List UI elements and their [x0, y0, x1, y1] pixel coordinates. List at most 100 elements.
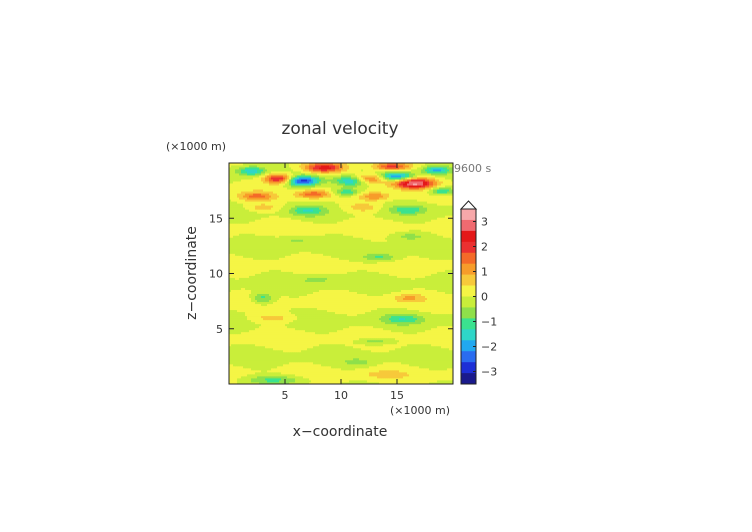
field-cell [333, 319, 336, 323]
field-cell [283, 373, 286, 377]
field-cell [311, 341, 314, 345]
field-cell [245, 343, 248, 347]
field-cell [237, 359, 240, 363]
field-cell [303, 371, 306, 375]
field-cell [383, 359, 386, 363]
field-cell [259, 325, 262, 329]
field-cell [279, 333, 282, 337]
field-cell [405, 367, 408, 371]
field-cell [365, 333, 368, 337]
field-cell [423, 351, 426, 355]
field-cell [319, 321, 322, 325]
field-cell [237, 335, 240, 339]
field-cell [409, 371, 412, 375]
field-cell [235, 377, 238, 381]
field-cell [387, 335, 390, 339]
field-cell [305, 345, 308, 349]
field-cell [367, 365, 370, 369]
field-cell [445, 371, 448, 375]
field-cell [253, 333, 256, 337]
field-cell [289, 311, 292, 315]
field-cell [247, 311, 250, 315]
field-cell [273, 345, 276, 349]
field-cell [423, 357, 426, 361]
field-cell [363, 369, 366, 373]
field-cell [379, 323, 382, 327]
field-cell [283, 361, 286, 365]
field-cell [437, 341, 440, 345]
field-cell [329, 331, 332, 335]
field-cell [441, 363, 444, 367]
field-cell [331, 359, 334, 363]
field-cell [285, 317, 288, 321]
field-cell [229, 375, 232, 379]
field-cell [417, 379, 420, 383]
field-cell [361, 329, 364, 333]
field-cell [335, 377, 338, 381]
field-cell [431, 365, 434, 369]
field-cell [243, 317, 246, 321]
field-cell [259, 375, 262, 379]
field-cell [259, 369, 262, 373]
field-cell [433, 317, 436, 321]
field-cell [253, 365, 256, 369]
field-cell [385, 369, 388, 373]
field-cell [353, 375, 356, 379]
field-cell [427, 329, 430, 333]
field-cell [329, 373, 332, 377]
field-cell [383, 369, 386, 373]
field-cell [415, 367, 418, 371]
field-cell [285, 375, 288, 379]
field-cell [423, 367, 426, 371]
field-cell [303, 339, 306, 343]
field-cell [283, 317, 286, 321]
field-cell [419, 355, 422, 359]
field-cell [251, 377, 254, 381]
field-cell [281, 365, 284, 369]
field-cell [319, 325, 322, 329]
field-cell [407, 345, 410, 349]
field-cell [375, 359, 378, 363]
field-cell [393, 315, 396, 319]
field-cell [245, 365, 248, 369]
field-cell [257, 379, 260, 383]
field-cell [409, 379, 412, 383]
field-cell [387, 341, 390, 345]
field-cell [327, 371, 330, 375]
field-cell [303, 349, 306, 353]
field-cell [341, 337, 344, 341]
field-cell [419, 319, 422, 323]
field-cell [271, 315, 274, 319]
field-cell [265, 311, 268, 315]
field-cell [301, 321, 304, 325]
field-cell [357, 341, 360, 345]
field-cell [341, 319, 344, 323]
field-cell [305, 367, 308, 371]
field-cell [421, 375, 424, 379]
field-cell [269, 359, 272, 363]
field-cell [237, 321, 240, 325]
field-cell [339, 331, 342, 335]
field-cell [433, 333, 436, 337]
field-cell [331, 327, 334, 331]
field-cell [413, 333, 416, 337]
field-cell [295, 333, 298, 337]
field-cell [349, 363, 352, 367]
field-cell [279, 373, 282, 377]
field-cell [317, 321, 320, 325]
field-cell [289, 335, 292, 339]
field-cell [235, 309, 238, 313]
field-cell [377, 375, 380, 379]
field-cell [413, 377, 416, 381]
field-cell [249, 349, 252, 353]
field-cell [385, 365, 388, 369]
field-cell [373, 353, 376, 357]
field-cell [411, 347, 414, 351]
field-cell [255, 377, 258, 381]
field-cell [239, 371, 242, 375]
field-cell [431, 381, 434, 385]
field-cell [401, 353, 404, 357]
field-cell [339, 319, 342, 323]
field-cell [241, 367, 244, 371]
field-cell [291, 321, 294, 325]
